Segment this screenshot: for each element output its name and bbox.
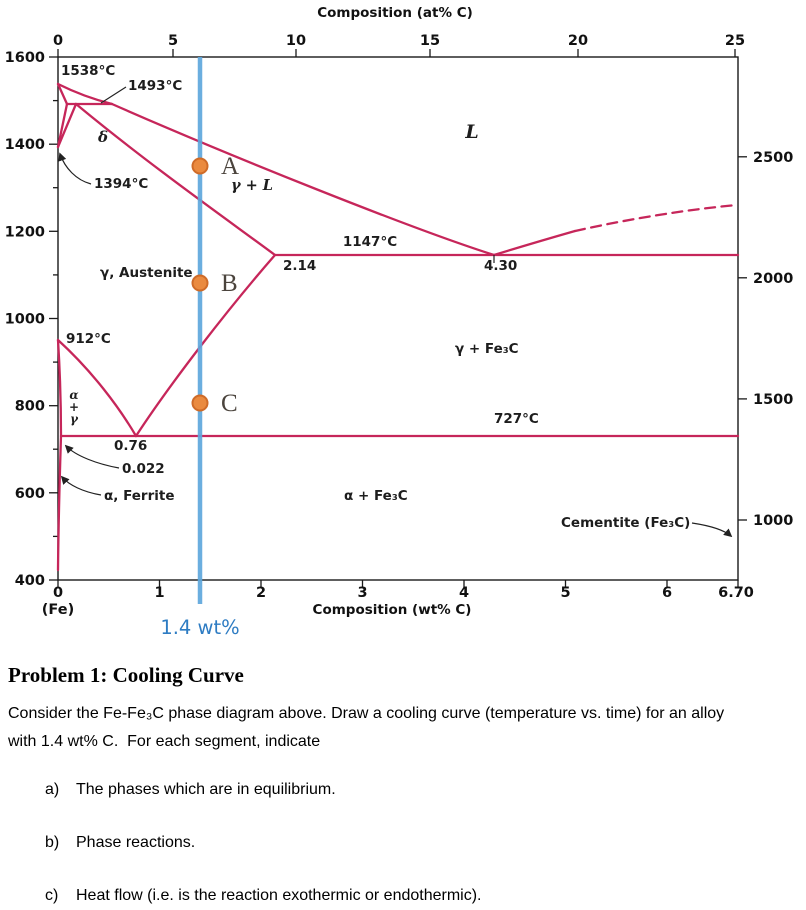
item-marker: b): [45, 834, 60, 851]
alpha-fe3c-label: α + Fe₃C: [344, 488, 408, 504]
right-tick-label: 2000: [753, 271, 793, 287]
gamma-plus-l-label: γ + L: [231, 177, 273, 194]
delta-phase-label: δ: [97, 128, 108, 146]
temp-1147-label: 1147°C: [343, 234, 397, 250]
list-item: b) Phase reactions.: [8, 834, 790, 852]
austenite-label: γ, Austenite: [100, 265, 193, 281]
fe3c-liquidus-dashed: [573, 203, 739, 233]
bottom-axis-title: Composition (wt% C): [313, 602, 472, 618]
fe-label: (Fe): [42, 602, 74, 618]
problem-intro-line1: Consider the Fe-Fe₃C phase diagram above…: [8, 705, 725, 722]
alpha-solvus: [56, 434, 63, 572]
delta-gamma-right: [56, 102, 78, 149]
comp-0-76-label: 0.76: [114, 438, 147, 454]
bottom-tick-label: 3: [357, 585, 367, 601]
temp-1538-label: 1538°C: [61, 63, 115, 79]
left-axis-ticks: [49, 56, 58, 581]
list-item: a) The phases which are in equilibrium.: [8, 781, 790, 799]
liquid-phase-label: L: [464, 121, 478, 143]
temp-1493-label: 1493°C: [128, 78, 182, 94]
item-marker: c): [45, 887, 59, 904]
left-tick-label: 600: [15, 486, 45, 502]
right-tick-label: 1000: [753, 513, 793, 529]
top-tick-label: 10: [286, 33, 306, 49]
arrow-0022: [64, 444, 120, 469]
gamma-solidus: [74, 102, 277, 257]
bottom-tick-label: 5: [560, 585, 570, 601]
alpha-gamma-left: [56, 338, 63, 438]
right-tick-label: 1500: [753, 392, 793, 408]
alpha-gamma-label-gamma: γ: [70, 412, 79, 426]
top-axis-title: Composition (at% C): [317, 5, 473, 21]
phase-boundaries: [56, 82, 740, 572]
bottom-tick-label: 2: [256, 585, 266, 601]
bottom-tick-label: 6.70: [718, 585, 754, 601]
temp-727-label: 727°C: [494, 411, 539, 427]
comp-2-14-label: 2.14: [283, 258, 316, 274]
alpha-gamma-label-plus: +: [69, 400, 79, 414]
cementite-label: Cementite (Fe₃C): [561, 515, 690, 531]
top-tick-label: 5: [168, 33, 178, 49]
problem-section: Problem 1: Cooling Curve Consider the Fe…: [0, 650, 806, 905]
top-tick-label: 15: [420, 33, 440, 49]
bottom-tick-label: 0: [53, 585, 63, 601]
a3-line: [56, 338, 138, 438]
bottom-axis-ticks: [57, 580, 739, 588]
list-item: c) Heat flow (i.e. is the reaction exoth…: [8, 887, 790, 905]
phase-diagram: Composition (at% C) 0 5 10 15 20 25 1600…: [5, 5, 794, 639]
temp-912-label: 912°C: [66, 331, 111, 347]
item-text: Heat flow (i.e. is the reaction exotherm…: [76, 887, 482, 904]
problem-intro: Consider the Fe-Fe₃C phase diagram above…: [8, 700, 790, 756]
temp-1394-label: 1394°C: [94, 176, 148, 192]
point-a: [191, 157, 209, 175]
cooling-points: [191, 157, 209, 412]
left-tick-label: 1200: [5, 224, 45, 240]
left-tick-label: 800: [15, 399, 45, 415]
composition-1-4-label: 1.4 wt%: [160, 616, 239, 639]
left-tick-label: 1000: [5, 312, 45, 328]
point-c-label: C: [221, 390, 238, 417]
delta-gamma-left: [56, 102, 69, 149]
top-tick-label: 20: [568, 33, 588, 49]
point-c: [191, 394, 209, 412]
bottom-tick-label: 6: [662, 585, 672, 601]
annotation-arrows: [58, 86, 733, 538]
arrow-cementite: [691, 522, 733, 538]
alpha-gamma-label-alpha: α: [69, 388, 78, 402]
fe3c-liquidus-solid: [492, 229, 577, 257]
ferrite-label: α, Ferrite: [104, 488, 175, 504]
point-b: [191, 274, 209, 292]
right-axis-ticks: [738, 156, 747, 521]
bottom-tick-label: 4: [459, 585, 469, 601]
gamma-fe3c-label: γ + Fe₃C: [455, 341, 519, 357]
comp-0-022-label: 0.022: [122, 461, 165, 477]
arrow-ferrite: [60, 475, 102, 496]
arrow-1394: [58, 152, 92, 185]
item-marker: a): [45, 781, 60, 798]
bottom-tick-label: 1: [154, 585, 164, 601]
point-b-label: B: [221, 270, 238, 297]
comp-4-30-label: 4.30: [484, 258, 517, 274]
right-tick-label: 2500: [753, 150, 793, 166]
delta-solidus: [56, 82, 69, 106]
pointer-1493: [100, 86, 127, 104]
top-axis-ticks: [57, 49, 736, 57]
left-tick-label: 400: [15, 573, 45, 589]
point-a-label: A: [221, 153, 239, 180]
liquidus-main: [110, 102, 496, 257]
problem-items: a) The phases which are in equilibrium. …: [8, 781, 790, 905]
item-text: The phases which are in equilibrium.: [76, 781, 336, 798]
problem-intro-line2: with 1.4 wt% C. For each segment, indica…: [8, 733, 321, 750]
problem-title: Problem 1: Cooling Curve: [8, 663, 244, 687]
left-tick-label: 1400: [5, 137, 45, 153]
left-tick-label: 1600: [5, 50, 45, 66]
item-text: Phase reactions.: [76, 834, 196, 851]
top-tick-label: 0: [53, 33, 63, 49]
top-tick-label: 25: [725, 33, 745, 49]
